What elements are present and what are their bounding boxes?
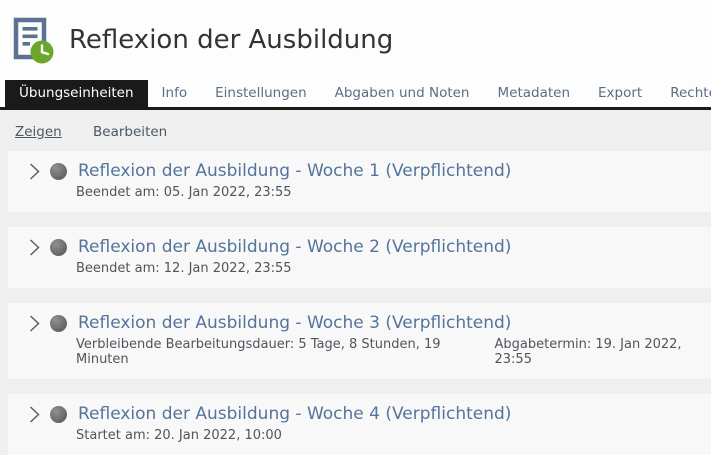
assignment-title[interactable]: Reflexion der Ausbildung - Woche 3 (Verp… — [78, 313, 512, 333]
assignment-deadline: Beendet am: 12. Jan 2022, 23:55 — [76, 261, 292, 276]
assignment-title[interactable]: Reflexion der Ausbildung - Woche 2 (Verp… — [78, 237, 512, 257]
assignment-deadline-row: Startet am: 20. Jan 2022, 10:00 — [76, 428, 701, 443]
assignment-item-header: Reflexion der Ausbildung - Woche 3 (Verp… — [18, 313, 701, 333]
subtab-bar: Zeigen Bearbeiten — [0, 110, 711, 151]
assignment-item-week-4: Reflexion der Ausbildung - Woche 4 (Verp… — [8, 394, 711, 455]
assignment-deadline: Abgabetermin: 19. Jan 2022, 23:55 — [494, 337, 682, 367]
assignment-remaining-time: Verbleibende Bearbeitungsdauer: 5 Tage, … — [76, 337, 441, 367]
assignment-item-header: Reflexion der Ausbildung - Woche 1 (Verp… — [18, 161, 701, 181]
tab-export[interactable]: Export — [598, 85, 643, 101]
expand-chevron-icon[interactable] — [28, 405, 41, 424]
assignment-deadline-row: Beendet am: 05. Jan 2022, 23:55 — [76, 185, 701, 200]
assignment-item-week-1: Reflexion der Ausbildung - Woche 1 (Verp… — [8, 151, 711, 212]
tab-rechte[interactable]: Rechte — [670, 85, 711, 101]
assignment-title[interactable]: Reflexion der Ausbildung - Woche 1 (Verp… — [78, 161, 512, 181]
expand-chevron-icon[interactable] — [28, 314, 41, 333]
subtab-zeigen[interactable]: Zeigen — [15, 124, 62, 140]
subtab-bearbeiten[interactable]: Bearbeiten — [93, 124, 168, 140]
exercise-clock-icon — [9, 16, 56, 65]
assignment-item-week-3: Reflexion der Ausbildung - Woche 3 (Verp… — [8, 303, 711, 379]
tab-bar: Übungseinheiten Info Einstellungen Abgab… — [0, 80, 711, 110]
page-header: Reflexion der Ausbildung — [0, 0, 711, 80]
assignment-title[interactable]: Reflexion der Ausbildung - Woche 4 (Verp… — [78, 404, 512, 424]
tab-uebungseinheiten[interactable]: Übungseinheiten — [5, 80, 148, 107]
assignment-list: Reflexion der Ausbildung - Woche 1 (Verp… — [0, 151, 711, 455]
status-circle-icon — [50, 405, 67, 423]
expand-chevron-icon[interactable] — [28, 162, 41, 181]
tab-info[interactable]: Info — [161, 85, 188, 101]
assignment-deadline: Beendet am: 05. Jan 2022, 23:55 — [76, 185, 292, 200]
assignment-item-header: Reflexion der Ausbildung - Woche 2 (Verp… — [18, 237, 701, 257]
tab-abgaben-und-noten[interactable]: Abgaben und Noten — [334, 85, 470, 101]
tab-metadaten[interactable]: Metadaten — [497, 85, 571, 101]
assignment-deadline-row: Verbleibende Bearbeitungsdauer: 5 Tage, … — [76, 337, 701, 367]
page-title: Reflexion der Ausbildung — [69, 25, 394, 55]
status-circle-icon — [50, 238, 67, 256]
status-circle-icon — [50, 162, 67, 180]
status-circle-icon — [50, 314, 67, 332]
assignment-item-header: Reflexion der Ausbildung - Woche 4 (Verp… — [18, 404, 701, 424]
assignment-item-week-2: Reflexion der Ausbildung - Woche 2 (Verp… — [8, 227, 711, 288]
assignment-deadline-row: Beendet am: 12. Jan 2022, 23:55 — [76, 261, 701, 276]
assignment-start-date: Startet am: 20. Jan 2022, 10:00 — [76, 428, 282, 443]
expand-chevron-icon[interactable] — [28, 238, 41, 257]
tab-einstellungen[interactable]: Einstellungen — [215, 85, 307, 101]
